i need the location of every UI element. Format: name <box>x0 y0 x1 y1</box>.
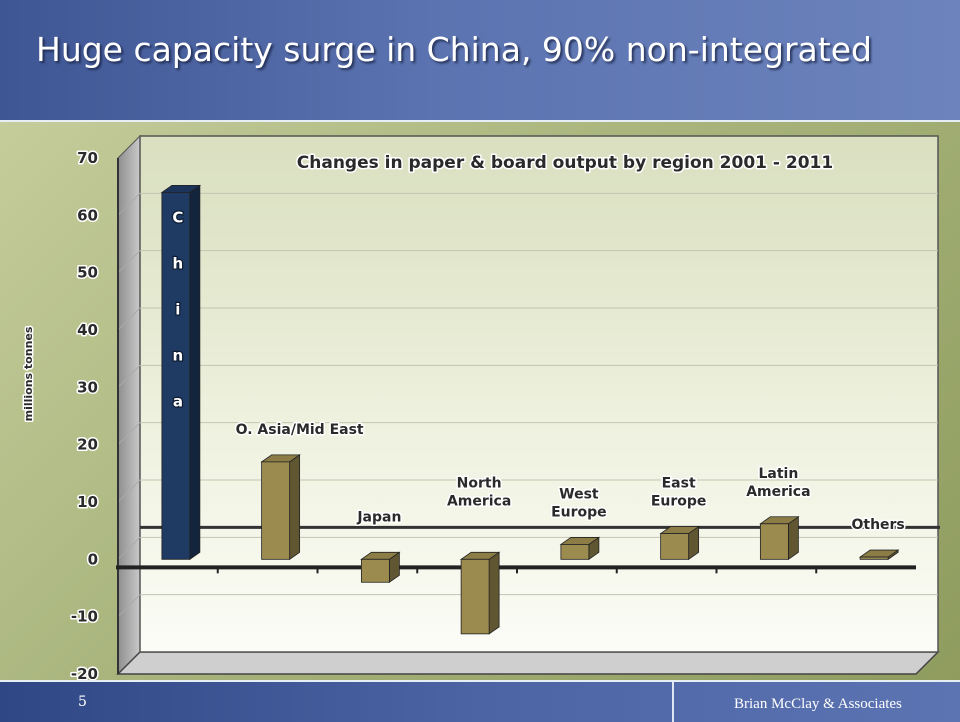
category-label: West <box>559 486 599 502</box>
slide-header: Huge capacity surge in China, 90% non-in… <box>0 0 960 122</box>
gridline-wall <box>117 422 141 446</box>
bar-side <box>289 454 301 561</box>
bar-label-letter: h <box>173 254 184 272</box>
y-tick-label: 10 <box>77 493 98 511</box>
chart-title: Changes in paper & board output by regio… <box>297 153 833 173</box>
footer-divider <box>672 682 674 722</box>
y-tick-label: 60 <box>77 206 98 224</box>
bar <box>759 523 789 560</box>
bar-label-letter: n <box>173 346 184 364</box>
category-label: America <box>746 484 810 500</box>
bar-side <box>189 184 201 561</box>
category-label: Japan <box>356 509 401 525</box>
page-number: 5 <box>78 694 87 710</box>
category-label: Latin <box>758 466 798 482</box>
bar <box>859 556 889 560</box>
slide-footer: 5 Brian McClay & Associates <box>0 680 960 722</box>
bar-label-letter: C <box>172 208 183 226</box>
side-wall <box>117 134 141 676</box>
category-label: America <box>447 493 511 509</box>
gridline-wall <box>117 594 141 618</box>
gridline-wall <box>117 479 141 503</box>
floor <box>116 651 940 675</box>
bar <box>460 558 490 635</box>
gridline-wall <box>117 192 141 216</box>
category-label: North <box>457 475 502 491</box>
y-axis-title: millions tonnes <box>22 326 35 421</box>
slide-title: Huge capacity surge in China, 90% non-in… <box>36 30 872 69</box>
gridline-wall <box>117 364 141 388</box>
plot-back-wall <box>139 135 939 653</box>
category-label: Others <box>851 517 904 533</box>
bar-side <box>488 551 500 635</box>
bar <box>660 533 690 560</box>
y-tick-label: -10 <box>71 608 98 626</box>
y-tick-label: 30 <box>77 378 98 396</box>
y-tick-label: 50 <box>77 264 98 282</box>
gridline-wall <box>117 536 141 560</box>
y-tick-label: 20 <box>77 436 98 454</box>
y-tick-label: 0 <box>88 550 98 568</box>
bar-label-letter: a <box>173 392 183 410</box>
y-tick-label: -20 <box>71 665 98 680</box>
category-label: Europe <box>551 504 607 520</box>
bar-chart: -20 -10 0 10 20 30 40 50 60 70 millions tonnes Ch i n… <box>21 134 940 680</box>
bar <box>161 192 191 560</box>
category-label: East <box>662 476 696 492</box>
bar <box>261 461 291 560</box>
y-tick-label: 70 <box>77 149 98 167</box>
bar-label-letter: i <box>175 300 180 318</box>
category-label: Europe <box>651 494 707 510</box>
bar <box>560 544 590 560</box>
y-tick-label: 40 <box>77 321 98 339</box>
footer-credit: Brian McClay & Associates <box>734 696 902 712</box>
gridline-wall <box>117 307 141 331</box>
category-label: O. Asia/Mid East <box>236 422 364 438</box>
bar <box>360 558 390 583</box>
gridline-wall <box>117 250 141 274</box>
